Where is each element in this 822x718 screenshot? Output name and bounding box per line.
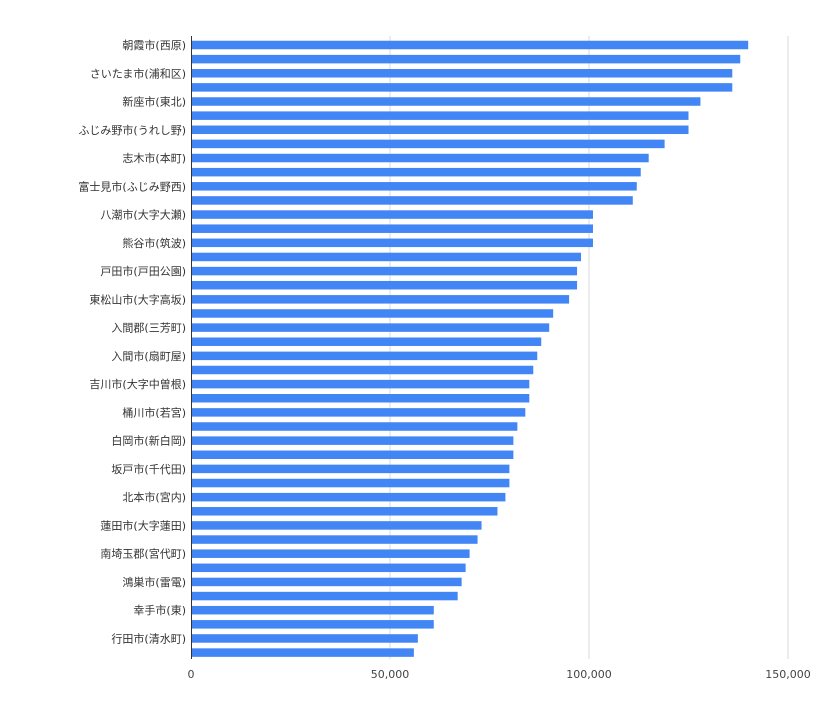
bar	[192, 54, 741, 64]
category-label: 熊谷市(筑波)	[122, 236, 186, 250]
bar	[192, 563, 466, 573]
bars	[192, 40, 749, 657]
bar	[192, 549, 470, 558]
bar	[192, 394, 530, 403]
category-label: ふじみ野市(うれし野)	[78, 123, 186, 137]
category-label: 坂戸市(千代田)	[111, 462, 186, 476]
bar	[192, 507, 498, 516]
category-label: 幸手市(東)	[133, 603, 186, 617]
x-tick-labels: 0 50,000 100,000 150,000	[188, 668, 811, 681]
bar	[192, 69, 733, 78]
category-label: 行田市(清水町)	[111, 631, 186, 645]
bar	[192, 535, 478, 544]
bar	[192, 40, 749, 50]
bar	[192, 450, 514, 460]
x-tick-label: 100,000	[566, 668, 612, 681]
bar	[192, 379, 530, 389]
bar	[192, 196, 633, 205]
category-label: さいたま市(浦和区)	[90, 66, 186, 80]
bar	[192, 224, 593, 233]
category-label: 桶川市(若宮)	[122, 405, 186, 419]
bar	[192, 210, 593, 219]
category-label: 富士見市(ふじみ野西)	[78, 179, 186, 193]
category-label: 吉川市(大字中曽根)	[89, 377, 186, 391]
category-labels: 朝霞市(西原) さいたま市(浦和区) 新座市(東北) ふじみ野市(うれし野) 志木市(本…	[78, 38, 186, 645]
bar	[192, 648, 414, 657]
bar	[192, 351, 538, 361]
bar	[192, 634, 418, 643]
bar	[192, 591, 458, 601]
bar	[192, 577, 462, 587]
bar	[192, 478, 510, 488]
bar	[192, 309, 554, 318]
bar	[192, 280, 578, 290]
category-label: 北本市(宮内)	[122, 490, 186, 504]
category-label: 南埼玉郡(宮代町)	[100, 547, 186, 561]
bar	[192, 295, 570, 304]
bar	[192, 139, 665, 149]
bar	[192, 422, 518, 431]
category-label: 八潮市(大字大瀬)	[100, 208, 186, 222]
bar	[192, 337, 542, 346]
bar	[192, 125, 689, 135]
bar	[192, 521, 482, 530]
category-label: 入間郡(三芳町)	[111, 321, 186, 335]
bar	[192, 182, 637, 191]
category-label: 入間市(扇町屋)	[111, 349, 186, 363]
category-label: 朝霞市(西原)	[122, 38, 186, 52]
x-tick-label: 150,000	[765, 668, 811, 681]
bar	[192, 620, 434, 629]
bar	[192, 436, 514, 445]
category-label: 白岡市(新白岡)	[111, 434, 186, 448]
category-label: 戸田市(戸田公園)	[100, 264, 186, 278]
category-label: 鴻巣市(雷電)	[122, 575, 186, 589]
bar	[192, 492, 506, 502]
category-label: 東松山市(大字高坂)	[89, 292, 186, 306]
bar	[192, 111, 689, 120]
bar	[192, 238, 593, 248]
bar	[192, 252, 582, 262]
bar	[192, 605, 434, 615]
bar	[192, 153, 649, 163]
bar	[192, 365, 534, 375]
category-label: 蓮田市(大字蓮田)	[100, 518, 186, 532]
bar	[192, 464, 510, 474]
bar	[192, 97, 701, 106]
category-label: 新座市(東北)	[122, 95, 186, 109]
x-tick-label: 50,000	[371, 668, 410, 681]
bar	[192, 323, 550, 332]
category-label: 志木市(本町)	[122, 151, 186, 165]
bar	[192, 266, 578, 276]
bar	[192, 167, 641, 177]
x-tick-label: 0	[188, 668, 195, 681]
bar	[192, 408, 526, 417]
bar	[192, 83, 733, 92]
